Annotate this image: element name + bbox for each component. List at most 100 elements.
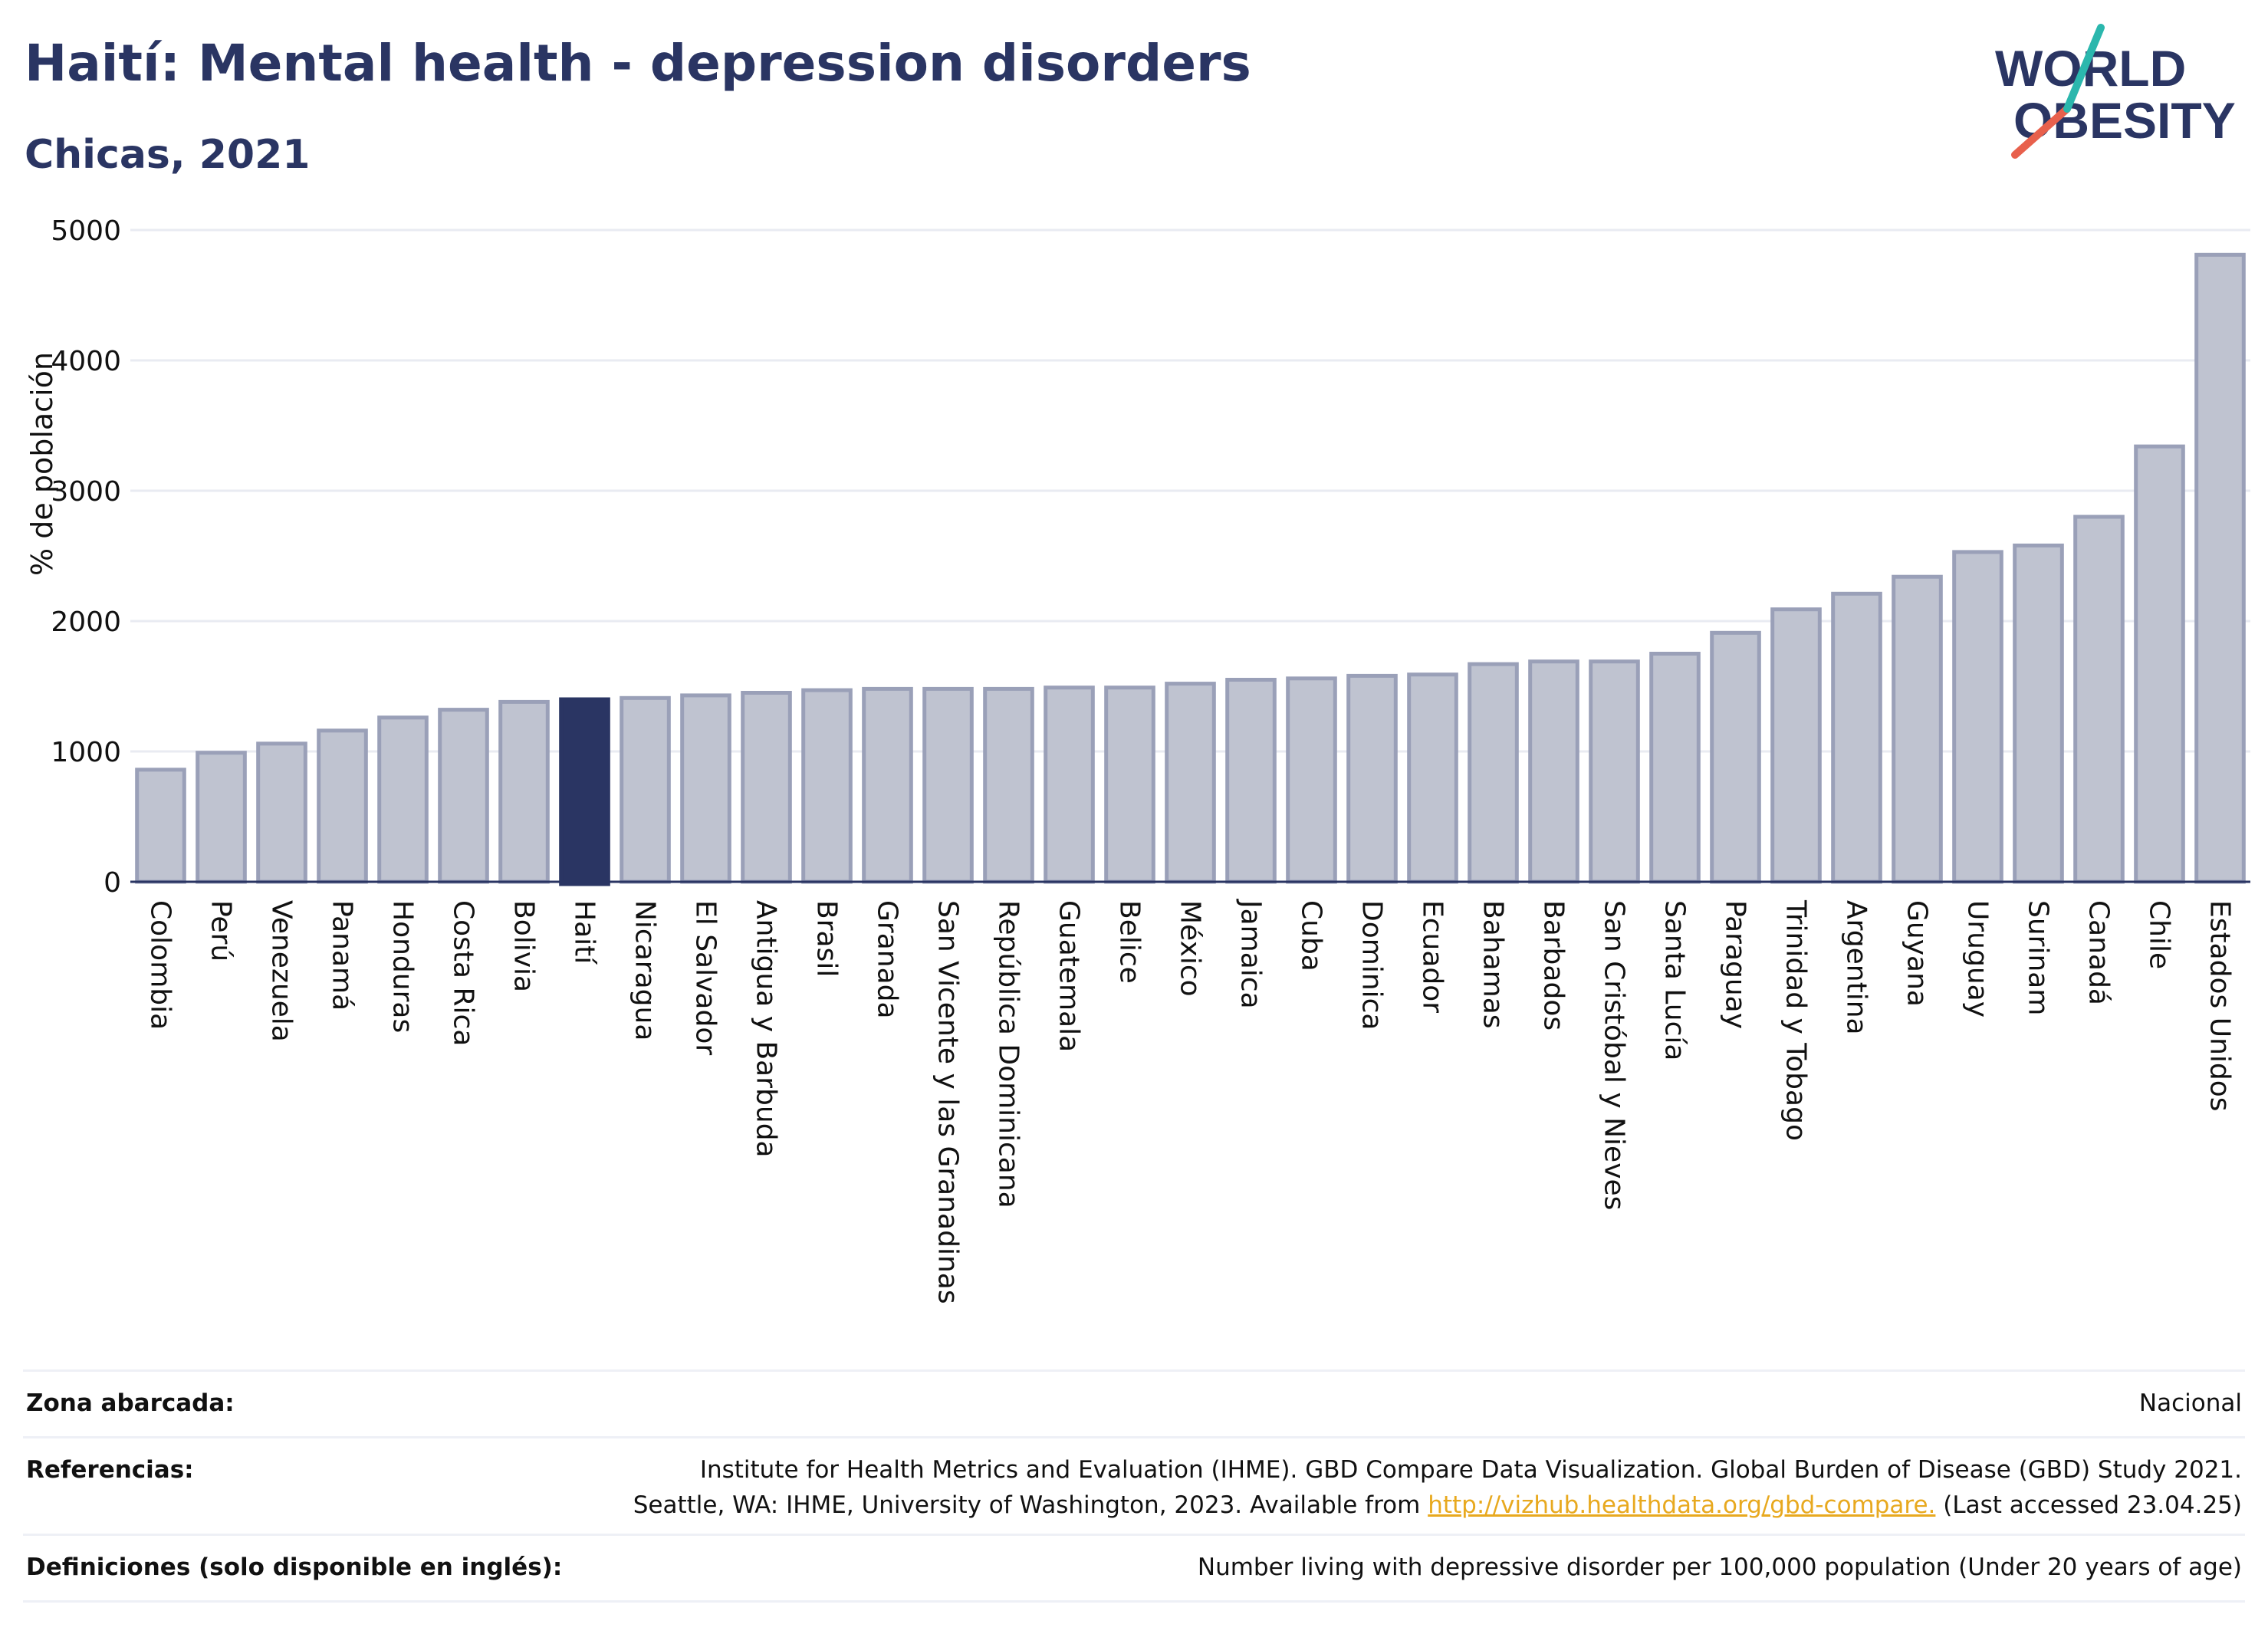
x-tick-label: Honduras — [387, 900, 419, 1033]
bar-nicaragua — [620, 695, 671, 884]
x-tick-label: Bolivia — [508, 900, 540, 992]
bar-república-dominicana — [983, 686, 1034, 884]
footer-label-references: Referencias: — [26, 1456, 194, 1484]
bar-haití — [559, 697, 610, 886]
reference-line-2-text: Seattle, WA: IHME, University of Washing… — [633, 1491, 1421, 1519]
x-tick-label: Bahamas — [1477, 900, 1509, 1029]
x-tick-label: Cuba — [1296, 900, 1327, 972]
footer-value-definitions: Number living with depressive disorder p… — [1197, 1553, 2242, 1581]
x-tick-label: Estados Unidos — [2204, 900, 2236, 1112]
bar-cuba — [1286, 676, 1337, 884]
x-tick-label: Guyana — [1902, 900, 1933, 1007]
x-tick-label: Antigua y Barbuda — [751, 900, 782, 1158]
reference-line-1: Institute for Health Metrics and Evaluat… — [699, 1456, 2242, 1484]
x-tick-label: Perú — [205, 900, 237, 962]
bar-venezuela — [256, 741, 307, 884]
bar-colombia — [135, 768, 186, 884]
bar-perú — [196, 751, 247, 884]
x-tick-label: Barbados — [1538, 900, 1570, 1031]
x-tick-label: México — [1175, 900, 1206, 997]
x-tick-label: San Cristóbal y Nieves — [1599, 900, 1630, 1210]
reference-line-2: Seattle, WA: IHME, University of Washing… — [633, 1488, 2242, 1523]
bar-uruguay — [1952, 550, 2003, 884]
bar-costa-rica — [438, 708, 489, 884]
x-tick-label: Venezuela — [266, 900, 297, 1042]
x-tick-label: Santa Lucía — [1659, 900, 1691, 1060]
x-tick-label: Costa Rica — [448, 900, 479, 1046]
footer-row-coverage: Zona abarcada: Nacional — [23, 1369, 2245, 1436]
y-tick-label: 2000 — [51, 607, 121, 638]
x-tick-label: Jamaica — [1235, 899, 1267, 1009]
bar-granada — [862, 686, 913, 884]
x-tick-label: Colombia — [145, 900, 176, 1030]
x-tick-label: Canadá — [2083, 900, 2115, 1005]
footer-label-definitions: Definiciones (solo disponible en inglés)… — [26, 1553, 563, 1581]
bar-surinam — [2013, 543, 2064, 884]
bar-argentina — [1831, 591, 1882, 884]
x-tick-label: San Vicente y las Granadinas — [932, 900, 964, 1304]
footer-label-coverage: Zona abarcada: — [26, 1389, 235, 1417]
bar-santa-lucía — [1649, 652, 1701, 884]
footer-row-references: Referencias: Institute for Health Metric… — [23, 1436, 2245, 1534]
y-tick-label: 4000 — [51, 346, 121, 377]
y-axis-title: % de población — [25, 352, 59, 576]
y-tick-label: 0 — [104, 867, 121, 899]
footer-value-references: Institute for Health Metrics and Evaluat… — [633, 1438, 2242, 1523]
bar-panamá — [317, 728, 368, 884]
bar-brasil — [801, 688, 853, 884]
reference-accessed: (Last accessed 23.04.25) — [1935, 1491, 2242, 1519]
x-tick-label: República Dominicana — [993, 900, 1024, 1208]
x-tick-label: Nicaragua — [629, 900, 661, 1041]
logo-word-obesity: OBESITY — [2013, 92, 2236, 149]
x-tick-label: Haití — [569, 900, 600, 965]
bars — [135, 252, 2246, 886]
x-tick-label: Paraguay — [1720, 900, 1751, 1029]
reference-link[interactable]: http://vizhub.healthdata.org/gbd-compare… — [1428, 1491, 1936, 1519]
chart-subtitle: Chicas, 2021 — [25, 132, 311, 178]
x-tick-label: Chile — [2144, 900, 2175, 969]
bar-barbados — [1528, 659, 1579, 884]
x-tick-label: Ecuador — [1417, 900, 1448, 1013]
bar-chile — [2134, 444, 2185, 884]
bar-san-vicente-y-las-granadinas — [922, 686, 974, 884]
x-tick-label: Panamá — [327, 900, 358, 1011]
bar-paraguay — [1710, 630, 1761, 884]
bar-dominica — [1346, 673, 1398, 884]
x-tick-label: El Salvador — [690, 900, 721, 1055]
logo-slash-red — [2011, 105, 2071, 159]
chart-title: Haití: Mental health - depression disord… — [25, 34, 1251, 93]
bar-ecuador — [1407, 672, 1458, 884]
x-tick-label: Trinidad y Tobago — [1780, 899, 1812, 1141]
x-tick-label: Dominica — [1356, 900, 1388, 1031]
bar-el-salvador — [680, 693, 731, 884]
x-tick-label: Brasil — [811, 900, 843, 977]
bar-bolivia — [498, 699, 550, 884]
bar-bahamas — [1468, 662, 1519, 884]
world-obesity-logo: WORLD OBESITY — [1995, 24, 2236, 159]
bar-honduras — [377, 715, 429, 884]
x-axis-labels: Colombia Perú Venezuela Panamá Honduras Costa… — [145, 899, 2236, 1304]
bar-jamaica — [1225, 678, 1277, 884]
bar-méxico — [1165, 682, 1216, 884]
bar-canadá — [2073, 515, 2125, 884]
y-tick-label: 5000 — [51, 215, 121, 247]
y-axis-ticks: 0 1000 2000 3000 4000 5000 — [51, 215, 121, 899]
bar-trinidad-y-tobago — [1770, 607, 1822, 884]
x-tick-label: Argentina — [1841, 900, 1872, 1035]
footer-value-coverage: Nacional — [2138, 1389, 2242, 1417]
bar-guyana — [1892, 574, 1943, 884]
bar-estados-unidos — [2194, 252, 2246, 884]
footer-table: Zona abarcada: Nacional Referencias: Ins… — [23, 1369, 2245, 1603]
bar-antigua-y-barbuda — [741, 691, 792, 884]
x-tick-label: Uruguay — [1962, 900, 1994, 1018]
bar-belice — [1104, 685, 1155, 884]
bar-chart: 0 1000 2000 3000 4000 5000 Colombia Perú Venezu… — [25, 215, 2250, 1304]
x-tick-label: Granada — [872, 900, 903, 1019]
bar-guatemala — [1044, 685, 1095, 884]
bar-san-cristóbal-y-nieves — [1589, 659, 1640, 884]
footer-row-definitions: Definiciones (solo disponible en inglés)… — [23, 1534, 2245, 1603]
x-tick-label: Surinam — [2023, 900, 2054, 1015]
x-tick-label: Belice — [1114, 900, 1146, 984]
x-tick-label: Guatemala — [1053, 900, 1085, 1052]
y-tick-label: 3000 — [51, 476, 121, 508]
